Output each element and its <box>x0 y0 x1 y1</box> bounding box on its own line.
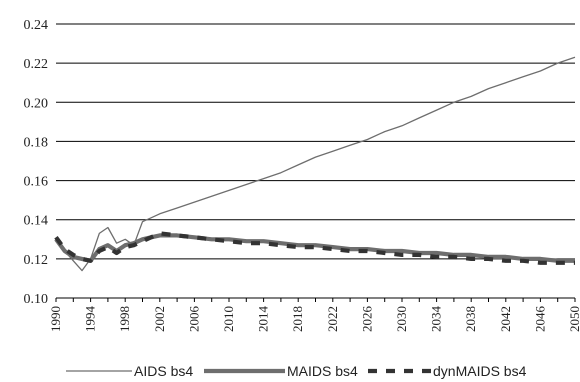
x-tick-label: 2038 <box>463 306 478 332</box>
x-tick-label: 1994 <box>83 306 98 333</box>
x-tick-label: 2018 <box>290 306 305 332</box>
x-tick-label: 2034 <box>429 306 444 333</box>
series-line-3 <box>54 231 575 265</box>
x-tick-label: 2026 <box>359 306 374 333</box>
x-tick-label: 2050 <box>567 306 580 332</box>
series-line-2 <box>54 233 575 263</box>
x-tick-label: 2014 <box>256 306 271 333</box>
x-tick-label: 2046 <box>532 306 547 333</box>
y-tick-label: 0.18 <box>24 135 49 150</box>
legend-label-3: dynMAIDS bs4 <box>433 363 527 379</box>
y-tick-label: 0.24 <box>24 18 49 33</box>
x-tick-label: 1998 <box>117 306 132 332</box>
y-tick-label: 0.12 <box>24 253 49 268</box>
x-tick-label: 2006 <box>186 306 201 333</box>
x-tick-label: 2022 <box>325 306 340 332</box>
y-tick-label: 0.14 <box>24 214 49 229</box>
x-tick-label: 2010 <box>221 306 236 332</box>
x-tick-label: 2030 <box>394 306 409 332</box>
x-tick-label: 2002 <box>152 306 167 332</box>
y-tick-label: 0.20 <box>24 96 49 111</box>
series-line-1 <box>55 56 576 272</box>
y-tick-label: 0.10 <box>24 292 49 307</box>
x-tick-label: 1990 <box>48 306 63 332</box>
x-tick-label: 2042 <box>498 306 513 332</box>
legend-label-1: AIDS bs4 <box>134 363 193 379</box>
legend-label-2: MAIDS bs4 <box>287 363 358 379</box>
y-tick-label: 0.22 <box>24 57 49 72</box>
y-tick-label: 0.16 <box>24 175 49 190</box>
